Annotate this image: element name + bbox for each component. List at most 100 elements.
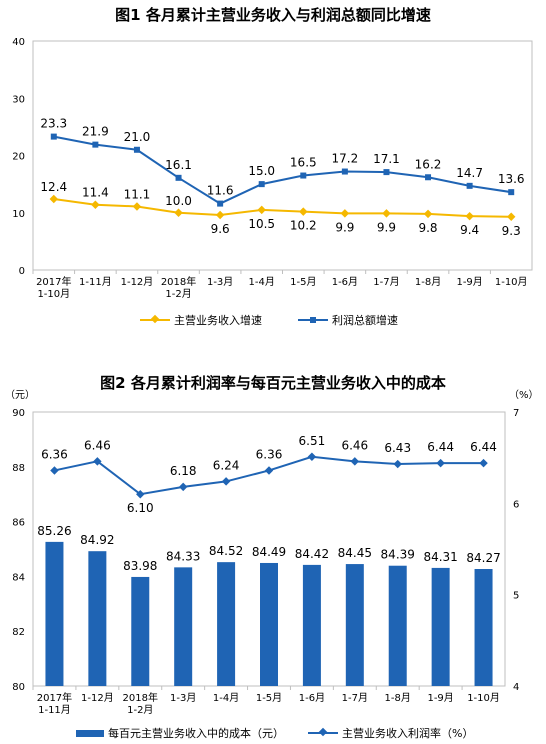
y2-tick-label: 4 xyxy=(513,682,519,693)
data-point xyxy=(340,209,350,218)
data-label: 84.52 xyxy=(209,544,243,558)
series-line-1 xyxy=(53,135,512,205)
data-label: 6.18 xyxy=(170,464,197,478)
data-label: 11.1 xyxy=(124,187,151,201)
bar xyxy=(260,562,278,686)
x-tick-label: 1-7月 xyxy=(342,692,368,704)
data-point xyxy=(299,207,308,216)
data-label: 9.6 xyxy=(211,222,230,236)
data-label: 6.43 xyxy=(384,441,411,455)
legend-label-margin: 主营业务收入利润率（%） xyxy=(342,727,474,740)
y-tick-label: 10 xyxy=(12,209,25,220)
x-tick-label: 1-3月 xyxy=(170,692,196,704)
data-point xyxy=(221,477,231,486)
legend-label-revenue: 主营业务收入增速 xyxy=(174,314,262,327)
chart-2-plot: （元） （%） 80 82 84 86 88 90 4 5 6 7 2017年 1-11月 1-12月 201… xyxy=(5,389,539,716)
x-tick-label: 1-4月 xyxy=(213,692,239,704)
data-label: 84.49 xyxy=(252,545,286,559)
data-label: 17.1 xyxy=(373,152,400,166)
series-line-0 xyxy=(53,198,512,218)
x-tick-label: 1-6月 xyxy=(299,692,325,704)
x-tick-label: 1-10月 xyxy=(495,276,528,288)
x-tick-label: 1-7月 xyxy=(373,276,399,288)
chart-1-plot: 0 10 20 30 40 2017年 1-10月 1-11月 1-12月 2018年 1-2月 1-… xyxy=(12,37,533,300)
data-point xyxy=(136,489,145,499)
data-label: 6.44 xyxy=(427,440,454,454)
data-label: 21.9 xyxy=(82,125,109,139)
legend-label-profit: 利润总额增速 xyxy=(332,314,398,327)
data-label: 6.51 xyxy=(299,434,326,448)
data-label: 10.0 xyxy=(165,194,192,208)
data-label: 6.36 xyxy=(41,447,68,461)
data-label: 84.31 xyxy=(423,550,457,564)
x-tick-label: 2017年 1-11月 xyxy=(37,691,72,716)
y-tick-label: 30 xyxy=(12,94,25,105)
y2-tick-label: 6 xyxy=(513,499,519,510)
data-point xyxy=(508,189,515,196)
data-point xyxy=(300,172,307,179)
data-label: 10.2 xyxy=(290,219,317,233)
data-label: 84.92 xyxy=(80,533,114,547)
data-label: 16.5 xyxy=(290,156,317,170)
bar xyxy=(174,567,193,686)
data-label: 10.5 xyxy=(248,217,275,231)
x-tick-label: 1-3月 xyxy=(207,276,233,288)
x-tick-label: 1-9月 xyxy=(456,276,482,288)
data-point xyxy=(264,466,274,475)
chart-1: 图1 各月累计主营业务收入与利润总额同比增速 0 10 20 30 40 2017年 1-1… xyxy=(0,0,546,330)
legend-swatch-cost xyxy=(76,729,104,737)
data-point xyxy=(382,209,391,218)
data-point xyxy=(92,141,99,148)
bar xyxy=(131,576,150,686)
x-tick-label: 1-8月 xyxy=(385,692,411,704)
x-tick-label: 1-8月 xyxy=(415,276,441,288)
data-label: 83.98 xyxy=(123,559,157,573)
y2-tick-label: 7 xyxy=(513,408,519,419)
data-label: 6.46 xyxy=(84,438,111,452)
data-point xyxy=(178,482,188,492)
x-tick-label: 1-5月 xyxy=(256,692,282,704)
right-axis-unit: （%） xyxy=(509,389,539,401)
data-label: 84.45 xyxy=(338,546,372,560)
legend-swatch-margin xyxy=(308,727,338,737)
data-label: 9.9 xyxy=(377,220,396,234)
data-point xyxy=(215,210,225,220)
data-label: 14.7 xyxy=(456,166,483,180)
data-label: 11.4 xyxy=(82,186,109,200)
x-tick-label: 1-6月 xyxy=(332,276,358,288)
data-point xyxy=(465,211,474,221)
data-label: 6.44 xyxy=(470,440,497,454)
data-label: 84.33 xyxy=(166,549,200,563)
data-label: 12.4 xyxy=(40,180,67,194)
legend-label-cost: 每百元主营业务收入中的成本（元） xyxy=(108,727,284,740)
data-point xyxy=(132,202,142,211)
data-point xyxy=(133,146,140,153)
data-point xyxy=(91,200,100,209)
data-label: 21.0 xyxy=(124,130,151,144)
y-tick-label: 84 xyxy=(12,572,25,583)
data-point xyxy=(341,168,348,175)
legend-item-revenue: 主营业务收入增速 xyxy=(140,312,262,328)
data-point xyxy=(350,457,360,466)
data-label: 16.2 xyxy=(415,157,442,171)
x-tick-label: 1-5月 xyxy=(290,276,316,288)
data-label: 15.0 xyxy=(248,164,275,178)
plot-frame xyxy=(32,40,533,271)
data-label: 6.24 xyxy=(213,458,240,472)
legend-swatch-profit xyxy=(298,317,328,323)
data-point xyxy=(217,200,224,207)
y-tick-label: 90 xyxy=(12,408,25,419)
data-point xyxy=(174,208,183,217)
data-label: 23.3 xyxy=(40,117,67,131)
bar xyxy=(474,569,493,686)
bar xyxy=(388,565,407,686)
data-label: 11.6 xyxy=(207,184,234,198)
data-point xyxy=(383,169,390,176)
x-tick-label: 1-12月 xyxy=(81,692,114,704)
y2-tick-label: 5 xyxy=(513,591,519,602)
data-label: 9.3 xyxy=(502,224,521,238)
data-label: 84.42 xyxy=(295,547,329,561)
y-tick-label: 0 xyxy=(19,266,25,277)
data-point xyxy=(506,212,516,222)
data-label: 17.2 xyxy=(332,152,359,166)
